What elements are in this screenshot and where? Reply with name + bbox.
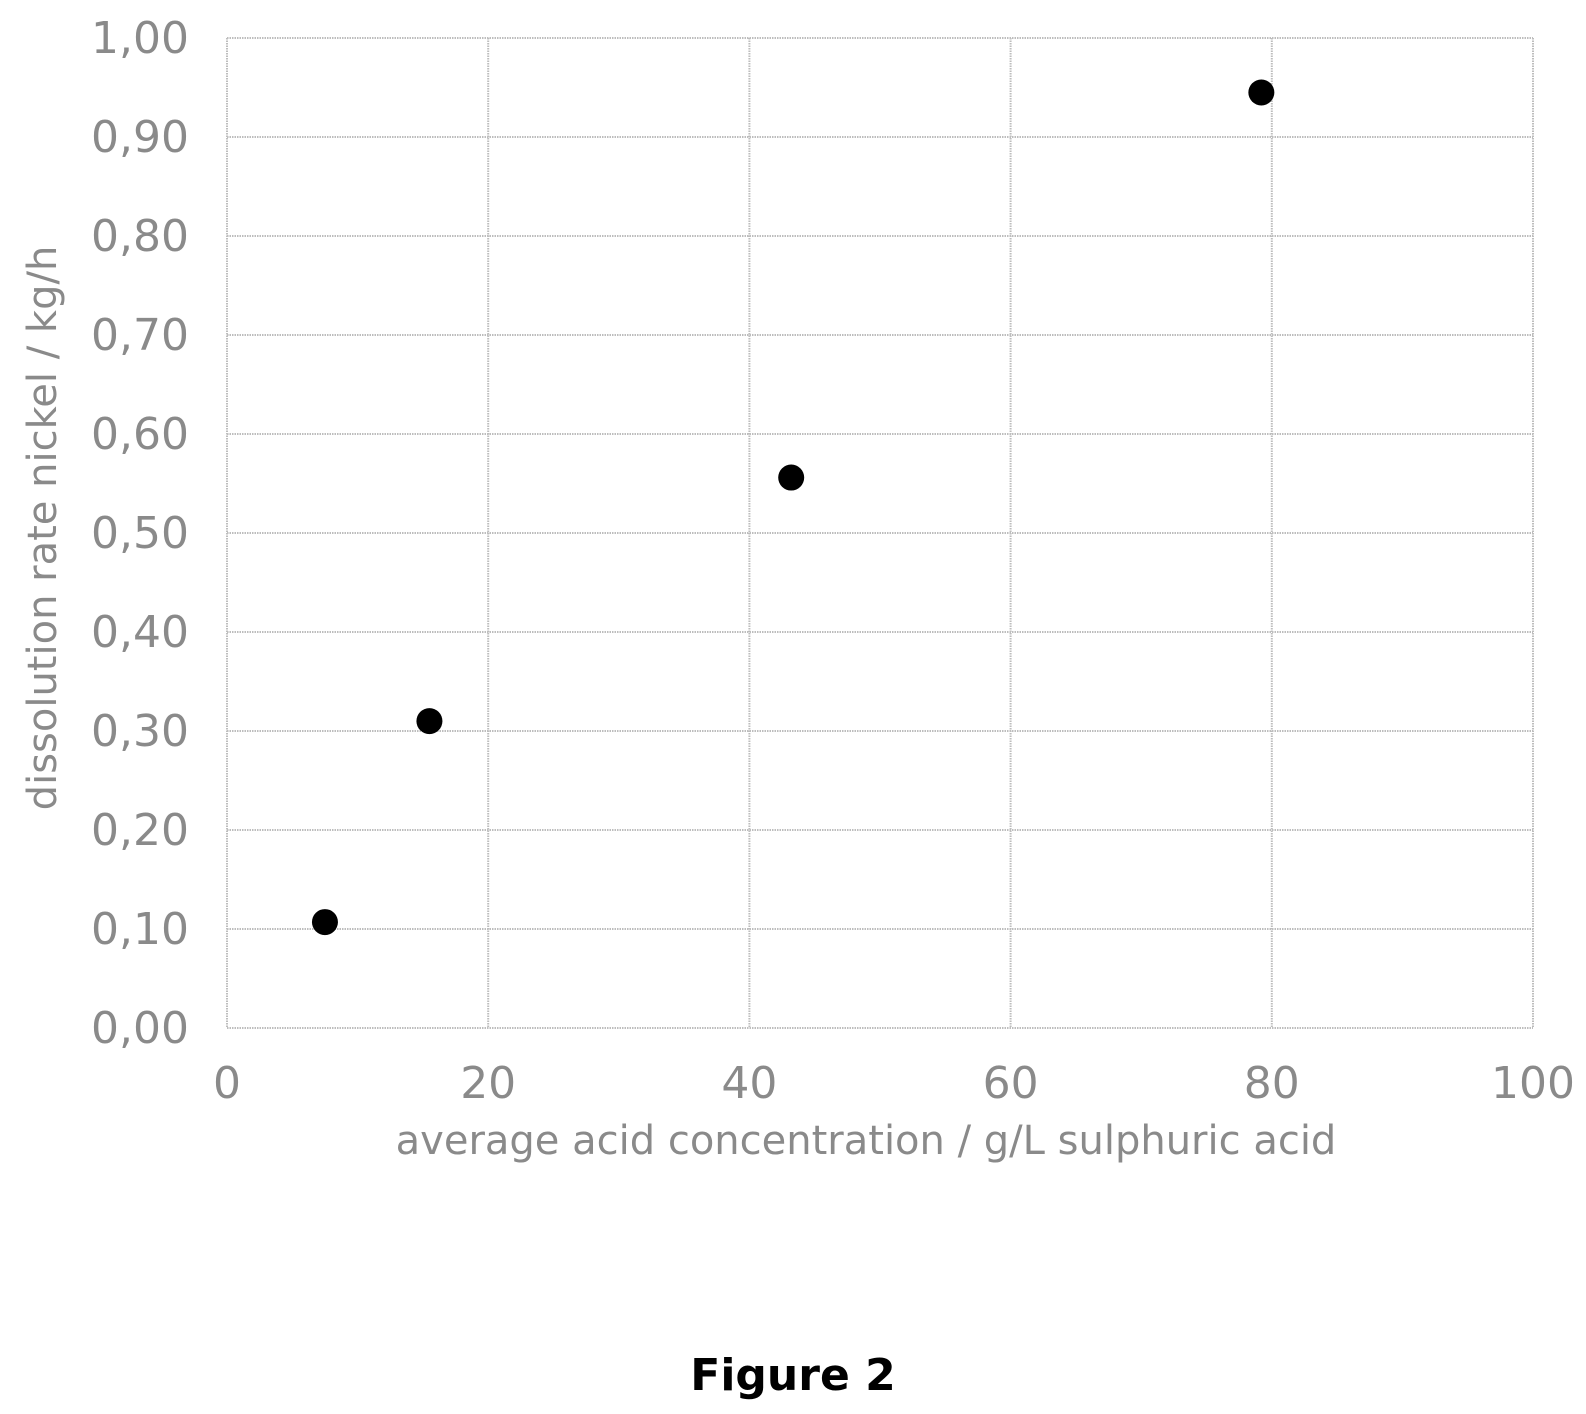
data-point [778,464,805,491]
grid [226,37,1534,1029]
x-tick-label: 80 [1244,1058,1300,1109]
x-tick-label: 60 [983,1058,1039,1109]
data-point [311,909,338,936]
y-tick-label: 1,00 [91,13,189,64]
x-tick-label: 0 [213,1058,241,1109]
x-tick-label: 100 [1491,1058,1575,1109]
y-tick-label: 0,80 [91,211,189,262]
x-axis-title: average acid concentration / g/L sulphur… [396,1118,1337,1164]
y-tick-label: 0,50 [91,508,189,559]
y-axis-title: dissolution rate nickel / kg/h [20,246,66,811]
data-point [1248,79,1275,106]
y-tick-label: 0,10 [91,904,189,955]
y-tick-label: 0,60 [91,409,189,460]
y-tick-label: 0,40 [91,607,189,658]
scatter-chart: 0,00 0,10 0,20 0,30 0,40 0,50 0,60 0,70 0,80 0,90… [20,13,1575,1164]
y-tick-label: 0,70 [91,310,189,361]
x-tick-label: 40 [721,1058,777,1109]
y-tick-label: 0,30 [91,706,189,757]
y-tick-label: 0,20 [91,805,189,856]
x-tick-label: 20 [460,1058,516,1109]
y-tick-labels: 0,00 0,10 0,20 0,30 0,40 0,50 0,60 0,70 0,80 0,90… [91,13,189,1054]
data-point [416,708,443,735]
data-points [311,79,1275,936]
x-tick-labels: 0 20 40 60 80 100 [213,1058,1575,1109]
y-tick-label: 0,90 [91,112,189,163]
y-tick-label: 0,00 [91,1003,189,1054]
figure-caption: Figure 2 [690,1350,896,1401]
